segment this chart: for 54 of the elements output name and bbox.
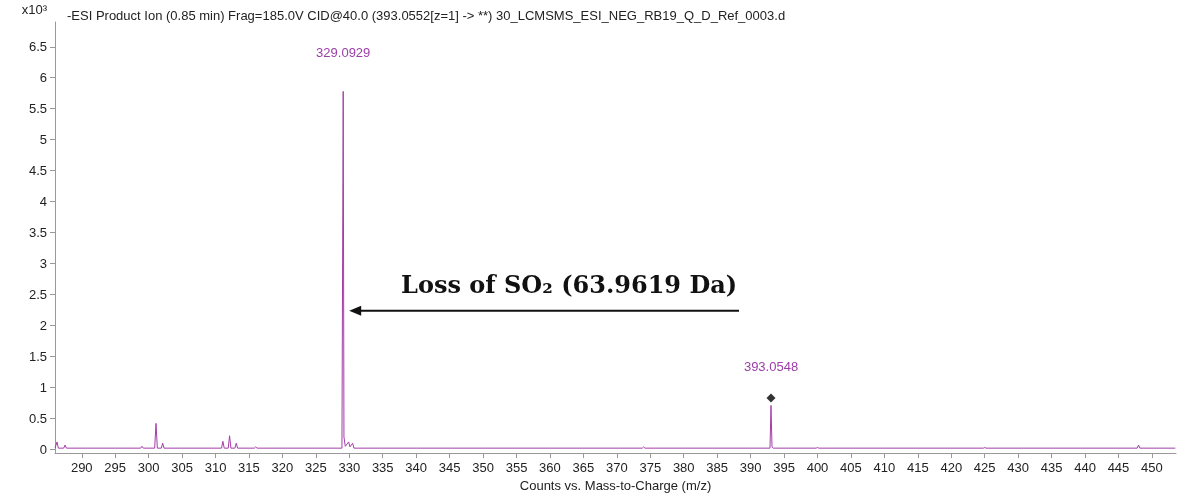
x-tick-label: 325 bbox=[305, 460, 327, 476]
chart-title: -ESI Product Ion (0.85 min) Frag=185.0V CID@40.0 (393.0552[z=1] -> **) 30_LCMSMS_ESI_NEG_RB19_Q_D_Ref_0003.d bbox=[67, 8, 786, 23]
annotation: Loss of SO₂ (63.9619 Da) bbox=[401, 270, 738, 300]
x-tick-label: 390 bbox=[739, 460, 762, 476]
y-tick-label: 3 bbox=[39, 256, 47, 272]
y-tick-label: 1 bbox=[39, 379, 47, 395]
x-tick-label: 385 bbox=[706, 460, 729, 476]
y-tick-label: 6 bbox=[39, 70, 47, 86]
x-tick-label: 380 bbox=[672, 460, 695, 476]
y-tick-label: 5 bbox=[39, 132, 47, 148]
x-tick-label: 415 bbox=[906, 460, 929, 476]
x-tick-label: 405 bbox=[840, 460, 862, 476]
x-tick-label: 345 bbox=[438, 460, 461, 476]
x-tick-label: 410 bbox=[873, 460, 896, 476]
x-tick-label: 450 bbox=[1141, 460, 1163, 476]
x-tick-label: 355 bbox=[505, 460, 528, 476]
x-tick-label: 365 bbox=[572, 460, 595, 476]
x-tick-label: 305 bbox=[171, 460, 193, 476]
y-tick-label: 1.5 bbox=[28, 348, 47, 364]
x-tick-label: 310 bbox=[204, 460, 227, 476]
annotation: 393.0548 bbox=[743, 359, 799, 375]
line-series bbox=[54, 90, 1176, 449]
y-tick-label: 2.5 bbox=[28, 287, 47, 303]
x-tick-label: 315 bbox=[238, 460, 260, 476]
y-axis-title: x10³ bbox=[21, 2, 48, 17]
annotation: 329.0929 bbox=[316, 45, 371, 61]
x-axis-title: Counts vs. Mass-to-Charge (m/z) bbox=[519, 478, 712, 493]
y-tick-label: 4.5 bbox=[28, 163, 47, 179]
y-tick-label: 2 bbox=[39, 318, 47, 333]
x-tick-label: 300 bbox=[137, 460, 160, 476]
x-tick-label: 375 bbox=[639, 460, 662, 476]
x-tick-label: 335 bbox=[371, 460, 394, 476]
y-tick-label: 4 bbox=[39, 194, 47, 210]
y-tick-label: 3.5 bbox=[28, 225, 47, 241]
x-tick-label: 290 bbox=[70, 460, 93, 476]
x-tick-label: 420 bbox=[940, 460, 963, 476]
x-tick-label: 395 bbox=[773, 460, 795, 476]
x-tick-label: 370 bbox=[605, 460, 628, 476]
x-tick-label: 340 bbox=[405, 460, 428, 476]
x-tick-label: 425 bbox=[973, 460, 996, 476]
x-tick-label: 320 bbox=[271, 460, 294, 476]
y-tick-label: 5.5 bbox=[28, 101, 47, 117]
y-tick-label: 0 bbox=[39, 441, 47, 457]
x-tick-label: 360 bbox=[539, 460, 561, 476]
x-tick-label: 295 bbox=[104, 460, 127, 476]
y-tick-label: 0.5 bbox=[28, 410, 47, 426]
x-tick-label: 435 bbox=[1040, 460, 1063, 476]
x-tick-label: 350 bbox=[472, 460, 494, 476]
x-tick-label: 330 bbox=[338, 460, 361, 476]
x-tick-label: 400 bbox=[806, 460, 829, 476]
x-tick-label: 445 bbox=[1107, 460, 1130, 476]
x-tick-label: 430 bbox=[1007, 460, 1029, 476]
y-tick-label: 6.5 bbox=[28, 39, 47, 55]
x-tick-label: 440 bbox=[1074, 460, 1096, 476]
